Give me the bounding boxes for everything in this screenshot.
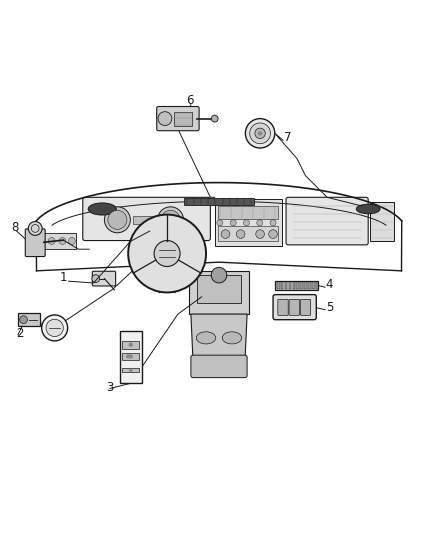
FancyBboxPatch shape: [157, 107, 199, 131]
Circle shape: [211, 268, 227, 283]
Ellipse shape: [222, 332, 242, 344]
FancyBboxPatch shape: [83, 197, 210, 240]
Circle shape: [126, 354, 131, 359]
Bar: [215, 199, 282, 246]
Circle shape: [230, 220, 236, 226]
Text: 8: 8: [11, 221, 19, 234]
Bar: [281, 282, 283, 289]
Polygon shape: [189, 271, 249, 314]
Circle shape: [129, 368, 133, 372]
Bar: [371, 203, 394, 241]
Bar: [297, 282, 299, 289]
Circle shape: [59, 238, 66, 245]
Text: 5: 5: [326, 301, 333, 313]
Text: 3: 3: [106, 381, 113, 393]
Bar: [218, 206, 278, 219]
Polygon shape: [191, 314, 247, 361]
Circle shape: [255, 128, 265, 139]
Bar: [184, 198, 254, 205]
FancyBboxPatch shape: [286, 197, 368, 245]
Circle shape: [108, 211, 127, 229]
Circle shape: [250, 123, 270, 144]
Bar: [293, 282, 295, 289]
Circle shape: [92, 274, 100, 282]
Bar: [312, 282, 314, 289]
Circle shape: [236, 230, 245, 238]
Bar: [316, 282, 318, 289]
Circle shape: [68, 238, 75, 245]
FancyBboxPatch shape: [191, 355, 247, 378]
Ellipse shape: [88, 203, 117, 215]
FancyBboxPatch shape: [25, 229, 45, 256]
Circle shape: [211, 115, 218, 122]
Bar: [308, 282, 311, 289]
Circle shape: [245, 119, 275, 148]
Bar: [289, 282, 291, 289]
Circle shape: [269, 230, 277, 238]
Circle shape: [161, 211, 180, 229]
Circle shape: [28, 222, 42, 236]
Circle shape: [129, 354, 133, 359]
Bar: [122, 341, 139, 349]
Circle shape: [46, 319, 64, 336]
Bar: [275, 281, 318, 290]
Ellipse shape: [356, 204, 380, 214]
Bar: [277, 282, 279, 289]
Bar: [122, 352, 139, 360]
Bar: [44, 233, 76, 249]
Circle shape: [104, 207, 131, 233]
Circle shape: [257, 220, 263, 226]
Circle shape: [256, 230, 265, 238]
Circle shape: [221, 230, 230, 238]
Circle shape: [129, 343, 133, 347]
Circle shape: [42, 315, 67, 341]
Text: 1: 1: [59, 271, 67, 284]
Text: 4: 4: [326, 278, 333, 290]
Circle shape: [270, 220, 276, 226]
Bar: [198, 275, 240, 303]
FancyBboxPatch shape: [300, 300, 311, 316]
Circle shape: [48, 238, 55, 245]
Bar: [133, 216, 167, 224]
Text: 7: 7: [284, 131, 291, 144]
FancyBboxPatch shape: [289, 300, 300, 316]
Bar: [173, 112, 192, 126]
Circle shape: [244, 220, 250, 226]
FancyBboxPatch shape: [278, 300, 288, 316]
Bar: [285, 282, 287, 289]
Circle shape: [217, 220, 223, 226]
Bar: [304, 282, 307, 289]
Circle shape: [158, 112, 172, 126]
Circle shape: [20, 316, 28, 324]
Text: 2: 2: [16, 327, 23, 340]
Circle shape: [128, 215, 206, 293]
Circle shape: [154, 240, 180, 266]
Ellipse shape: [196, 332, 216, 344]
Bar: [300, 282, 303, 289]
Text: 6: 6: [187, 94, 194, 107]
FancyBboxPatch shape: [92, 271, 116, 286]
FancyBboxPatch shape: [273, 295, 316, 320]
Bar: [18, 313, 40, 326]
Bar: [120, 332, 142, 383]
Circle shape: [258, 131, 262, 135]
Bar: [122, 368, 139, 373]
Bar: [218, 227, 278, 241]
Circle shape: [158, 207, 184, 233]
